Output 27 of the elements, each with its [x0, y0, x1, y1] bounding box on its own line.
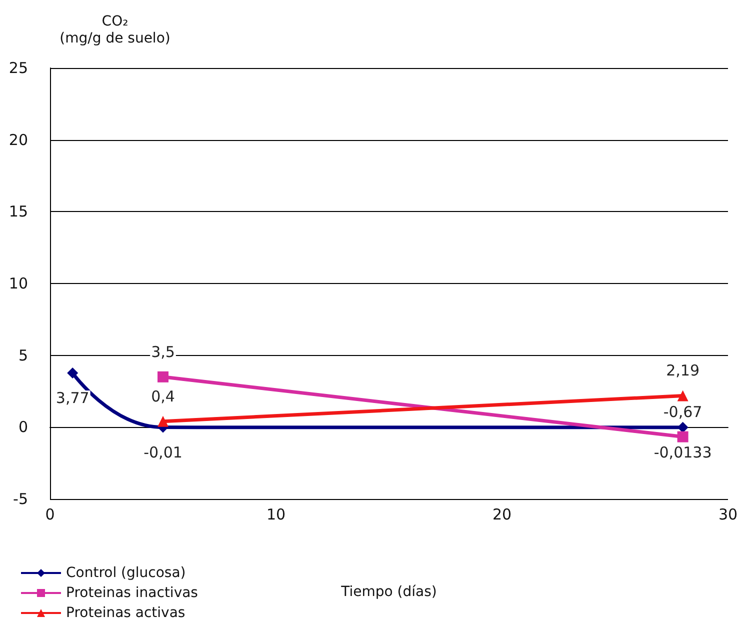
legend-label: Proteinas inactivas — [66, 585, 198, 601]
data-label: 3,5 — [151, 342, 175, 361]
legend-label: Proteinas activas — [66, 605, 186, 621]
x-tick-label: 0 — [45, 506, 55, 524]
x-axis-title: Tiempo (días) — [340, 584, 437, 600]
y-axis-title: CO₂ (mg/g de suelo) — [60, 14, 170, 46]
point — [677, 431, 688, 442]
y-tick-label: -5 — [13, 490, 28, 508]
x-tick-label: 10 — [266, 506, 286, 524]
y-tick-label: 5 — [18, 346, 28, 364]
x-tick-label: 30 — [718, 506, 738, 524]
x-tick-label: 20 — [492, 506, 512, 524]
legend-label: Control (glucosa) — [66, 565, 186, 581]
y-tick-label: 0 — [18, 418, 28, 436]
data-label: 0,4 — [151, 387, 175, 406]
y-tick-label: 25 — [8, 59, 28, 77]
y-tick-label: 20 — [8, 130, 28, 149]
y-tick-label: 10 — [8, 274, 28, 292]
point — [67, 368, 78, 379]
y-tick-label: 15 — [8, 202, 28, 221]
data-label: -0,01 — [144, 443, 182, 462]
data-label: -0,67 — [663, 402, 702, 421]
data-label: -0,0133 — [654, 443, 712, 462]
data-label: 2,19 — [666, 362, 700, 380]
point — [677, 422, 688, 433]
point — [158, 371, 168, 382]
data-label: 3,77 — [56, 389, 90, 408]
